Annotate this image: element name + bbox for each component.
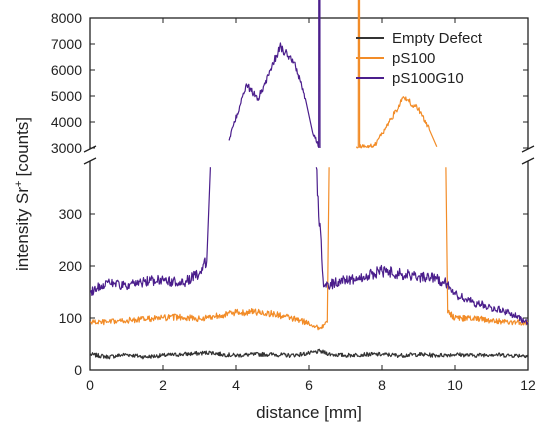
y-tick-label: 300 — [59, 206, 83, 222]
x-tick-label: 8 — [378, 377, 386, 393]
series-line-2-1 — [228, 0, 321, 149]
legend-label-1: pS100 — [392, 50, 435, 67]
y-tick-label: 4000 — [51, 114, 82, 130]
axis-break — [83, 145, 535, 165]
x-tick-label: 12 — [520, 377, 536, 393]
y-tick-label: 3000 — [51, 140, 82, 156]
axis-break-mark-lower-1 — [521, 157, 535, 165]
x-axis-title: distance [mm] — [256, 403, 362, 422]
y-axis-title-main: intensity Sr — [13, 187, 32, 271]
series-0 — [89, 348, 529, 360]
y-axis-title: intensity Sr+ [counts] — [13, 117, 32, 271]
x-tick-label: 2 — [159, 377, 167, 393]
y-axis-title-unit: [counts] — [13, 117, 32, 177]
y-tick-label: 100 — [59, 310, 83, 326]
series-line-0-0 — [89, 348, 529, 360]
axis-break-mark-lower-0 — [83, 157, 97, 165]
y-tick-label: 200 — [59, 258, 83, 274]
axis-break-mark-upper-0 — [83, 145, 97, 153]
series-line-1-1 — [355, 0, 438, 149]
y-tick-label: 6000 — [51, 62, 82, 78]
series-line-1-2 — [445, 167, 529, 326]
series-line-1-0 — [89, 167, 330, 331]
y-tick-label: 0 — [74, 362, 82, 378]
ticks-layer: 0 2 4 6 8 10 12 0 100 200 300 3000 4000 5000 6000 7000 8… — [51, 10, 536, 393]
legend: Empty Defect pS100 pS100G10 — [356, 30, 483, 87]
legend-label-2: pS100G10 — [392, 70, 464, 87]
y-tick-label: 8000 — [51, 10, 82, 26]
series-1 — [89, 0, 529, 331]
x-tick-label: 4 — [232, 377, 240, 393]
x-tick-label: 10 — [447, 377, 463, 393]
series-2 — [90, 0, 529, 325]
axis-break-mark-upper-1 — [521, 145, 535, 153]
axis-break-gap-0 — [84, 149, 96, 161]
y-tick-label: 5000 — [51, 88, 82, 104]
series-layer — [89, 0, 529, 360]
axis-break-gap-1 — [522, 149, 534, 161]
series-line-2-2 — [315, 167, 529, 325]
legend-label-0: Empty Defect — [392, 30, 483, 47]
x-tick-label: 6 — [305, 377, 313, 393]
y-axis-title-superscript: + — [13, 181, 25, 187]
x-tick-label: 0 — [86, 377, 94, 393]
y-tick-label: 7000 — [51, 36, 82, 52]
series-line-2-0 — [90, 167, 211, 296]
